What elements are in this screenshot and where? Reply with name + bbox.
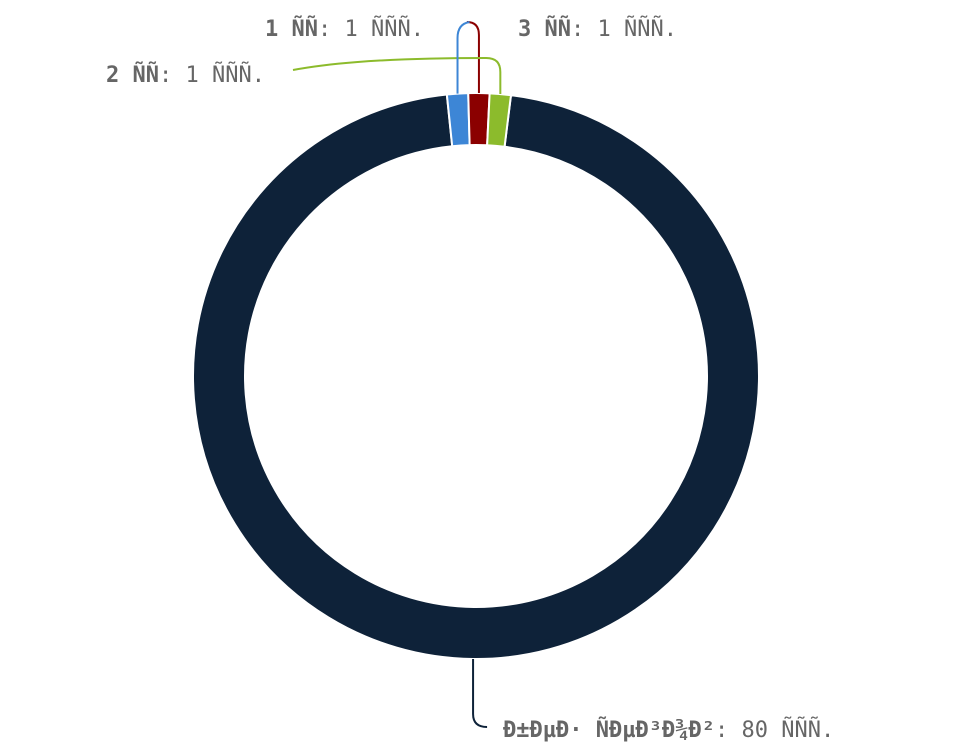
slice-label-3: 3 ÑÑ: 1 ÑÑÑ.: [518, 15, 677, 42]
slice-segment-1: [467, 92, 491, 147]
slice-label-value: : 1 ÑÑÑ.: [571, 15, 677, 42]
slice-label-name: 3 ÑÑ: [518, 16, 571, 42]
slice-label-value: : 1 ÑÑÑ.: [159, 61, 265, 88]
leader-line-0: [472, 658, 488, 728]
slice-label-value: : 80 ÑÑÑ.: [715, 716, 834, 743]
slice-segment-2: [486, 92, 513, 148]
slice-label-name: 2 ÑÑ: [106, 62, 159, 88]
leader-line-2: [292, 56, 502, 95]
leader-line-3: [456, 21, 470, 94]
slice-label-2: 2 ÑÑ: 1 ÑÑÑ.: [106, 61, 265, 88]
donut-slices: [192, 92, 760, 660]
slice-label-name: Ð±ÐµÐ· ÑÐµÐ³Ð¾Ð²: [503, 717, 715, 743]
slice-labels: Ð±ÐµÐ· ÑÐµÐ³Ð¾Ð²: 80 ÑÑÑ.1 ÑÑ: 1 ÑÑÑ.2 Ñ…: [106, 15, 834, 743]
slice-label-value: : 1 ÑÑÑ.: [318, 15, 424, 42]
slice-label-0: Ð±ÐµÐ· ÑÐµÐ³Ð¾Ð²: 80 ÑÑÑ.: [503, 716, 834, 743]
leader-lines: [292, 21, 502, 728]
slice-label-name: 1 ÑÑ: [265, 16, 318, 42]
slice-main: [192, 93, 760, 660]
slice-label-1: 1 ÑÑ: 1 ÑÑÑ.: [265, 15, 424, 42]
